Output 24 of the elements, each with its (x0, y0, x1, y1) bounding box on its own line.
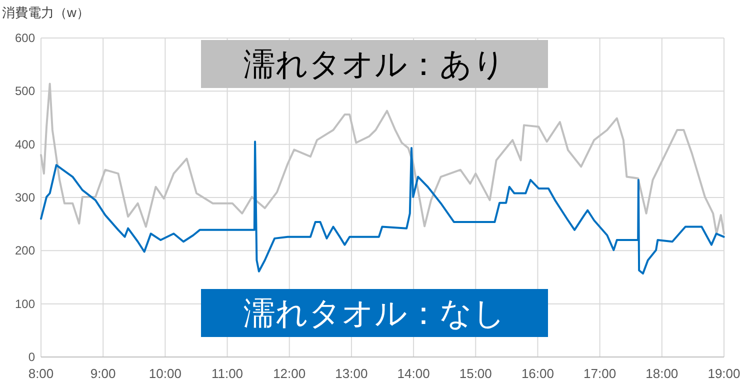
x-tick-label: 8:00 (28, 366, 54, 381)
y-tick-label: 0 (28, 350, 36, 364)
line-series (40, 140, 725, 275)
x-tick-label: 15:00 (459, 366, 492, 381)
x-tick-label: 14:00 (397, 366, 430, 381)
x-tick-label: 9:00 (90, 366, 116, 381)
y-tick-label: 100 (14, 296, 36, 311)
x-tick-label: 10:00 (148, 366, 182, 381)
x-tick-label: 11:00 (211, 366, 244, 381)
y-axis-title: 消費電力（w） (2, 5, 90, 20)
x-tick-label: 17:00 (584, 366, 616, 381)
x-tick-label: 12:00 (273, 366, 306, 381)
y-tick-label: 300 (14, 190, 36, 204)
x-tick-label: 13:00 (335, 366, 368, 381)
y-tick-label: 200 (14, 244, 36, 258)
y-tick-label: 600 (14, 31, 36, 45)
x-tick-label: 16:00 (521, 366, 554, 381)
series-label: 濡れタオル：あり (244, 46, 506, 82)
line-series (40, 82, 725, 235)
y-tick-label: 400 (14, 137, 36, 152)
series-label: 濡れタオル：なし (244, 295, 506, 331)
y-tick-label: 500 (14, 84, 36, 98)
x-tick-label: 18:00 (646, 366, 678, 381)
x-tick-label: 19:00 (708, 366, 740, 381)
